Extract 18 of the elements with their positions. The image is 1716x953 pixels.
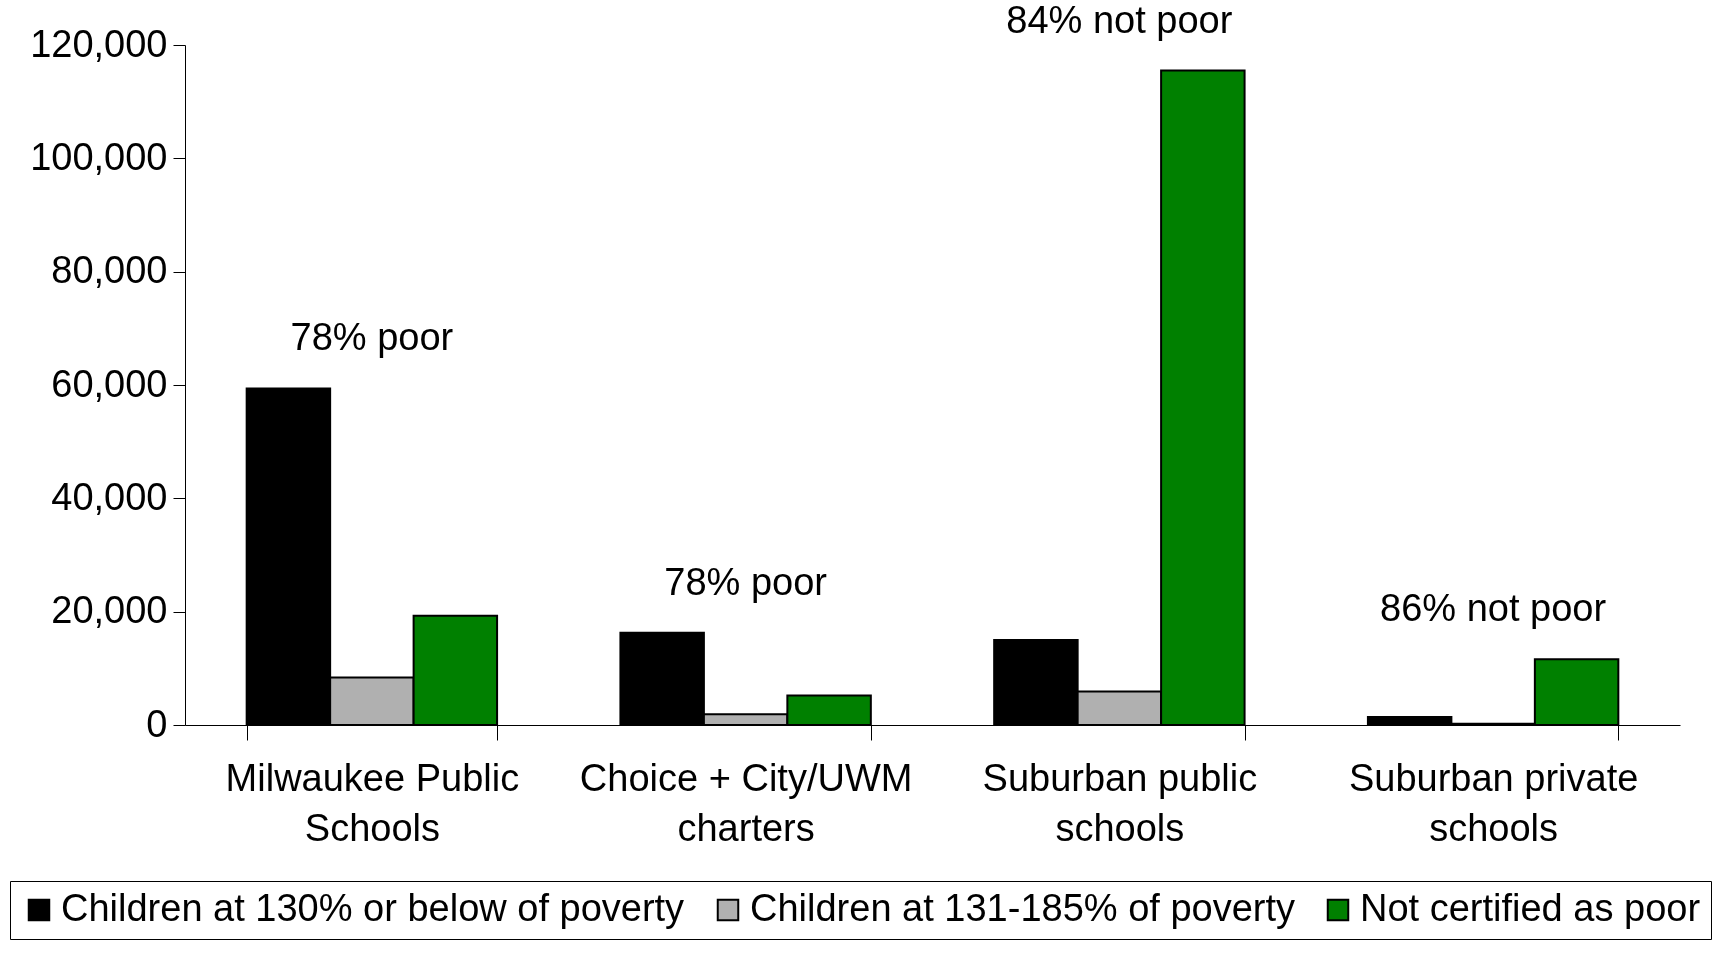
legend-label: Not certified as poor (1360, 887, 1701, 929)
x-tick-label: Choice + City/UWM charters (579, 756, 913, 849)
y-tick-label: 80,000 (51, 249, 168, 292)
x-tick-label: Suburban public schools (982, 756, 1258, 849)
x-tick-label: Milwaukee Public Schools (225, 756, 520, 849)
legend-label: Children at 131-185% of poverty (750, 887, 1295, 929)
y-tick-label: 100,000 (30, 135, 168, 178)
y-tick-label: 40,000 (51, 475, 168, 518)
annotation: 78% poor (290, 316, 454, 359)
annotation: 86% not poor (1380, 587, 1607, 630)
text: 84% not poor (1006, 0, 1233, 41)
y-tick-label: 120,000 (30, 22, 168, 65)
y-tick-label: 0 (146, 702, 168, 745)
y-tick-label: 60,000 (51, 362, 168, 405)
y-tick-label: 20,000 (51, 589, 168, 632)
x-tick-label: Suburban private schools (1348, 756, 1639, 849)
annotation: 78% poor (664, 560, 828, 603)
legend-label: Children at 130% or below of poverty (61, 887, 685, 929)
